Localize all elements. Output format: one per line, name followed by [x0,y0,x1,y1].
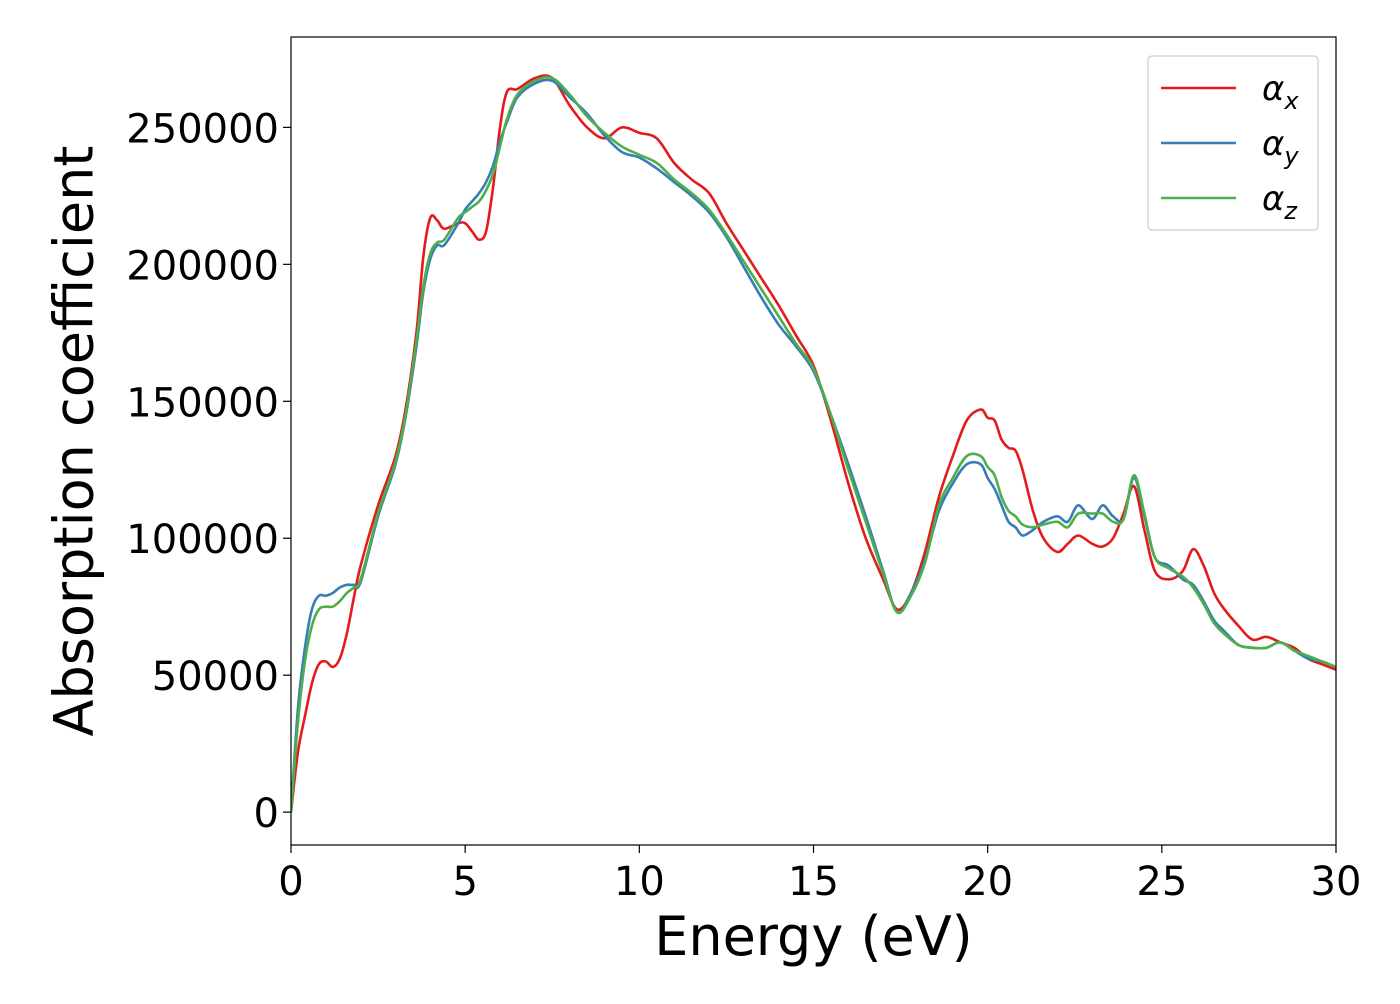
x-axis-label: Energy (eV) [654,905,973,968]
y-tick-label: 250000 [126,106,279,152]
x-tick-label: 0 [278,859,303,905]
y-axis-ticks: 0 50000 100000 150000 200000 250000 [126,106,291,837]
x-tick-label: 15 [788,859,839,905]
x-axis-ticks: 0 5 10 15 20 25 30 [278,845,1361,905]
y-axis-label: Absorption coefficient [43,146,106,737]
x-tick-label: 10 [614,859,665,905]
series-line-alpha-z [291,75,1336,813]
x-tick-label: 25 [1136,859,1187,905]
y-tick-label: 100000 [126,517,279,563]
x-tick-label: 30 [1311,859,1362,905]
y-tick-label: 200000 [126,243,279,289]
y-tick-label: 0 [254,791,279,837]
x-tick-label: 5 [452,859,477,905]
y-tick-label: 150000 [126,380,279,426]
series-layer [291,74,1336,813]
x-tick-label: 20 [962,859,1013,905]
y-tick-label: 50000 [152,654,279,700]
series-line-alpha-x [291,74,1336,813]
